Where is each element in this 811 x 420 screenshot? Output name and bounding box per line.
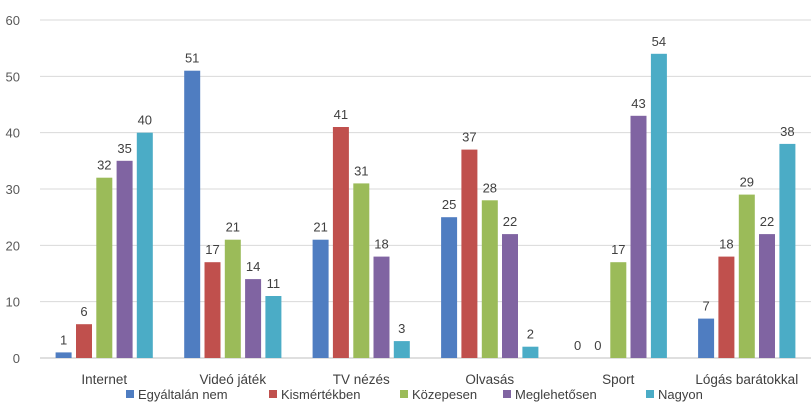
bar (393, 341, 410, 358)
bar (718, 256, 735, 358)
y-tick-label: 60 (6, 13, 20, 28)
bar (610, 262, 627, 358)
bar (55, 352, 72, 358)
bar (204, 262, 221, 358)
bar (116, 160, 133, 358)
x-category-label: Olvasás (465, 372, 514, 387)
bar (481, 200, 498, 358)
data-label: 32 (97, 158, 111, 173)
data-label: 25 (442, 197, 456, 212)
legend-swatch (126, 390, 134, 398)
data-label: 35 (117, 141, 131, 156)
data-label: 38 (780, 124, 794, 139)
data-label: 22 (760, 214, 774, 229)
bar (76, 324, 92, 358)
bar (96, 177, 113, 358)
bar (184, 70, 201, 358)
data-label: 51 (185, 51, 199, 66)
legend: Egyáltalán nem Kismértékben Közepesen Megle… (126, 387, 703, 402)
data-label: 2 (527, 327, 534, 342)
y-tick-label: 20 (6, 238, 20, 253)
data-label: 29 (740, 175, 754, 190)
bar (650, 53, 667, 359)
bar (698, 318, 715, 358)
bar (502, 234, 518, 358)
y-tick-label: 50 (6, 69, 20, 84)
data-label: 18 (719, 237, 733, 252)
data-label: 28 (483, 180, 497, 195)
data-label: 21 (313, 220, 327, 235)
bar (224, 239, 241, 358)
legend-item: Közepesen (400, 387, 477, 402)
legend-label: Kismértékben (281, 387, 360, 402)
legend-item: Egyáltalán nem (126, 387, 228, 402)
bar (441, 217, 458, 358)
legend-item: Nagyon (646, 387, 703, 402)
data-label: 17 (205, 242, 219, 257)
data-label: 22 (503, 214, 517, 229)
bar (332, 127, 349, 358)
data-label: 31 (354, 163, 368, 178)
bar (136, 132, 153, 358)
data-label: 11 (267, 276, 281, 291)
legend-label: Nagyon (658, 387, 703, 402)
legend-swatch (269, 390, 277, 398)
bar (779, 143, 796, 358)
bar (265, 296, 282, 358)
data-label: 41 (334, 107, 348, 122)
bar (461, 149, 478, 358)
legend-label: Közepesen (412, 387, 477, 402)
y-tick-label: 10 (6, 295, 20, 310)
x-category-label: TV nézés (333, 372, 390, 387)
bars (55, 53, 796, 359)
data-label: 37 (462, 130, 476, 145)
bar (245, 279, 262, 358)
legend-swatch (646, 390, 654, 398)
data-label: 18 (374, 237, 388, 252)
bar (759, 234, 775, 358)
bar (522, 346, 539, 358)
legend-swatch (503, 390, 511, 398)
bar (738, 194, 755, 358)
data-label: 1 (60, 332, 67, 347)
y-axis-ticks: 0 10 20 30 40 50 60 (6, 13, 20, 366)
bar (312, 239, 329, 358)
legend-label: Meglehetősen (515, 387, 597, 402)
y-tick-label: 40 (6, 126, 20, 141)
bar (353, 183, 370, 358)
bar (373, 256, 390, 358)
legend-item: Kismértékben (269, 387, 360, 402)
x-category-label: Videó játék (200, 372, 267, 387)
y-tick-label: 0 (13, 351, 20, 366)
y-tick-label: 30 (6, 182, 20, 197)
legend-item: Meglehetősen (503, 387, 597, 402)
gridlines (40, 19, 811, 359)
data-label: 6 (80, 304, 87, 319)
legend-label: Egyáltalán nem (138, 387, 228, 402)
data-label: 40 (138, 113, 152, 128)
data-label: 0 (594, 338, 601, 353)
data-label: 14 (246, 259, 260, 274)
data-label: 7 (702, 299, 709, 314)
x-category-label: Lógás barátokkal (695, 372, 798, 387)
data-label: 21 (226, 220, 240, 235)
data-label: 43 (631, 96, 645, 111)
legend-swatch (400, 390, 408, 398)
data-label: 3 (398, 321, 405, 336)
data-label: 17 (611, 242, 625, 257)
x-category-label: Internet (81, 372, 127, 387)
data-label: 54 (652, 34, 666, 49)
data-label: 0 (574, 338, 581, 353)
x-category-label: Sport (602, 372, 635, 387)
bar (630, 115, 647, 358)
x-axis-categories: Internet Videó játék TV nézés Olvasás Sport L… (81, 372, 798, 387)
